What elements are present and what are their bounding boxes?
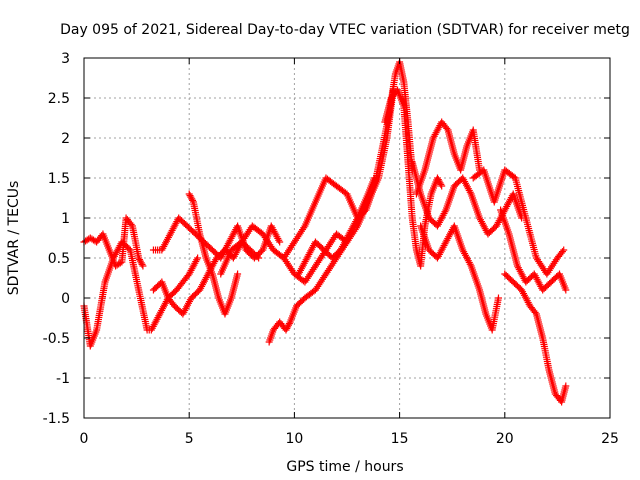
data-point	[135, 254, 143, 262]
chart-title: Day 095 of 2021, Sidereal Day-to-day VTE…	[60, 22, 630, 38]
data-point	[494, 294, 502, 302]
data-point-interp	[531, 308, 539, 316]
data-point-interp	[138, 260, 146, 268]
x-tick-label: 5	[185, 431, 194, 447]
data-point	[560, 246, 568, 254]
data-point-interp	[434, 176, 442, 184]
data-point	[194, 254, 202, 262]
x-tick-label: 0	[80, 431, 89, 447]
series-6	[217, 222, 351, 286]
data-point-interp	[137, 259, 145, 267]
data-point	[234, 270, 242, 278]
data-point-interp	[188, 195, 196, 203]
data-point	[276, 238, 284, 246]
data-point	[282, 326, 290, 334]
y-tick-label: 1	[61, 211, 70, 227]
data-point-interp	[284, 323, 292, 331]
series-4	[149, 214, 284, 262]
x-axis-label: GPS time / hours	[286, 459, 403, 475]
y-axis-label: SDTVAR / TECUs	[6, 181, 22, 296]
y-tick-label: 0.5	[48, 251, 70, 267]
y-tick-labels: -1.5 -1 -0.5 0 0.5 1 1.5 2 2.5 3	[43, 51, 70, 427]
data-point-interp	[285, 321, 293, 329]
series-15	[497, 206, 570, 294]
series-1	[80, 238, 202, 350]
plot-frame	[83, 57, 611, 419]
data-point	[139, 262, 147, 270]
series-5	[185, 190, 242, 318]
y-tick-label: -1	[56, 371, 70, 387]
y-tick-label: 2	[61, 131, 70, 147]
series-11	[412, 118, 484, 198]
data-point-interp	[127, 220, 135, 228]
x-tick-label: 10	[285, 431, 303, 447]
y-tick-label: 2.5	[48, 91, 70, 107]
axis-ticks	[83, 57, 611, 419]
data-point	[433, 174, 441, 182]
y-tick-label: -1.5	[43, 411, 70, 427]
data-point-interp	[437, 180, 445, 188]
data-point-interp	[187, 193, 195, 201]
y-tick-label: 3	[61, 51, 70, 67]
data-point-interp	[136, 257, 144, 265]
data-point-interp	[186, 192, 194, 200]
data-point-interp	[285, 320, 293, 328]
data-point	[185, 190, 193, 198]
x-tick-label: 20	[496, 431, 514, 447]
y-tick-label: 1.5	[48, 171, 70, 187]
x-tick-label: 25	[601, 431, 619, 447]
series-13	[417, 222, 502, 334]
data-point-interp	[435, 177, 443, 185]
series-16	[501, 270, 570, 406]
data-point-interp	[443, 124, 451, 132]
y-tick-label: 0	[61, 291, 70, 307]
series-8	[280, 174, 378, 262]
x-tick-label: 15	[391, 431, 409, 447]
x-tick-labels: 0 5 10 15 20 25	[80, 431, 619, 447]
data-points	[80, 58, 570, 406]
data-point-interp	[558, 248, 566, 256]
data-point	[438, 182, 446, 190]
data-point	[562, 382, 570, 390]
data-point-interp	[283, 324, 291, 332]
data-point-interp	[136, 256, 144, 264]
y-tick-label: -0.5	[43, 331, 70, 347]
series-10	[381, 86, 446, 270]
data-point	[562, 286, 570, 294]
data-point-interp	[189, 196, 197, 204]
series-12	[408, 158, 526, 238]
series-14	[469, 166, 568, 278]
series-2	[80, 214, 147, 270]
data-point-interp	[436, 179, 444, 187]
